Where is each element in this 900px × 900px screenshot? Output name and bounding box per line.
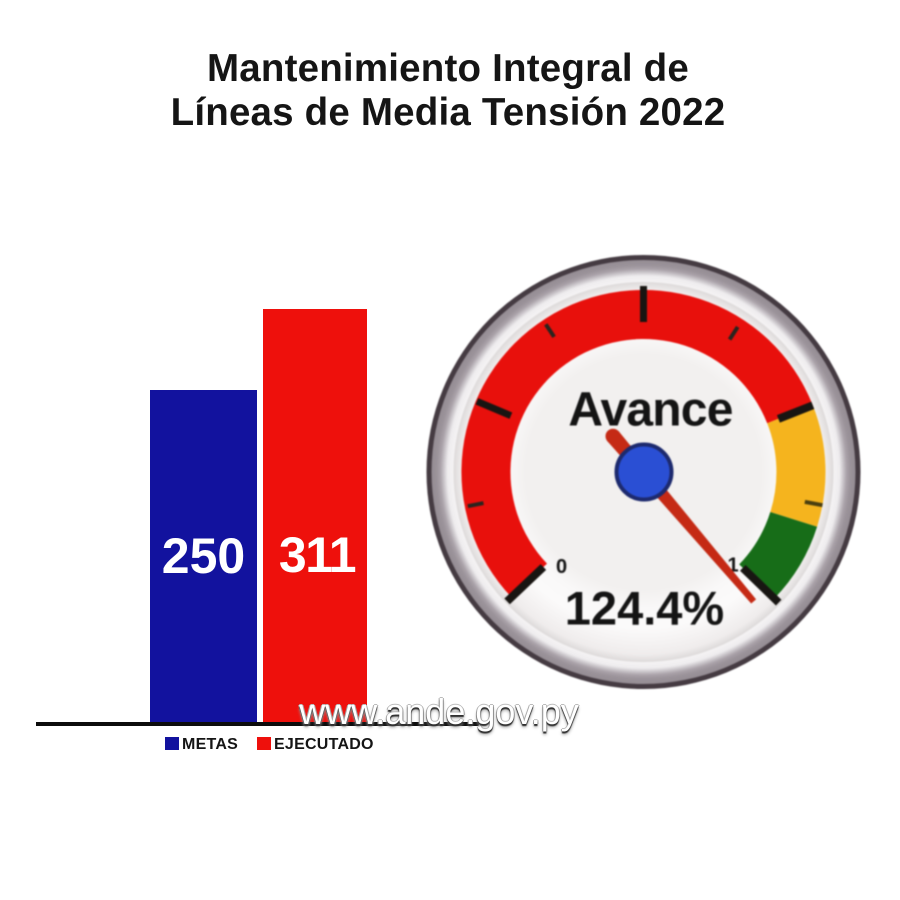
svg-text:1: 1	[727, 555, 738, 577]
svg-text:124.4%: 124.4%	[565, 582, 724, 635]
svg-text:Avance: Avance	[568, 384, 732, 437]
svg-text:0: 0	[556, 556, 567, 578]
